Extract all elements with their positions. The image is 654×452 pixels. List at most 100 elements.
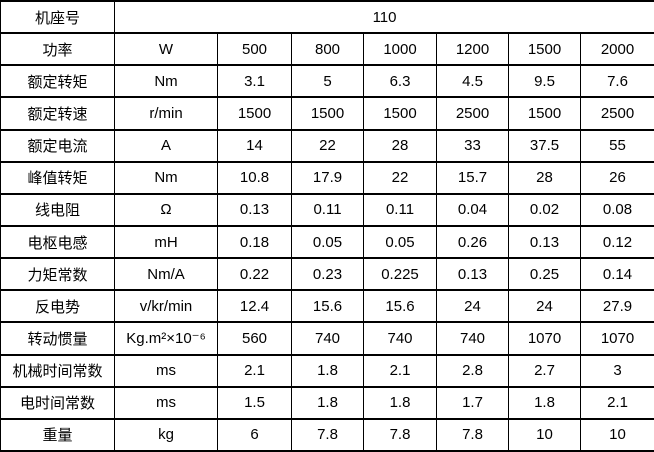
unit-cell: W	[114, 32, 218, 67]
row-label-rated-torque: 额定转矩	[0, 64, 115, 99]
value-cell: 800	[291, 32, 364, 67]
unit-cell: ms	[114, 353, 218, 388]
value-cell: 37.5	[508, 128, 581, 163]
table-row-line-resistance: 线电阻 Ω 0.13 0.11 0.11 0.04 0.02 0.08	[0, 192, 654, 227]
value-cell: 26	[579, 160, 654, 195]
frame-size-value: 110	[113, 0, 654, 35]
value-cell: 0.11	[363, 192, 437, 227]
row-label-rated-speed: 额定转速	[0, 96, 115, 131]
table-row-mechanical-time-constant: 机械时间常数 ms 2.1 1.8 2.1 2.8 2.7 3	[0, 353, 654, 388]
unit-cell: Ω	[114, 192, 218, 227]
value-cell: 740	[436, 321, 509, 356]
value-cell: 0.02	[508, 192, 581, 227]
row-label-line-resistance: 线电阻	[0, 192, 115, 227]
unit-cell: A	[114, 128, 218, 163]
value-cell: 2500	[579, 96, 654, 131]
value-cell: 2.1	[363, 353, 437, 388]
value-cell: 1200	[436, 32, 509, 67]
row-label-back-emf: 反电势	[0, 289, 115, 324]
value-cell: 0.04	[436, 192, 509, 227]
table-row-power: 功率 W 500 800 1000 1200 1500 2000	[0, 32, 654, 67]
value-cell: 7.8	[291, 417, 364, 452]
value-cell: 1.8	[508, 385, 581, 420]
value-cell: 1500	[508, 96, 581, 131]
value-cell: 2000	[579, 32, 654, 67]
value-cell: 1500	[363, 96, 437, 131]
value-cell: 2500	[436, 96, 509, 131]
row-label-rotor-inertia: 转动惯量	[0, 321, 115, 356]
table-row-armature-inductance: 电枢电感 mH 0.18 0.05 0.05 0.26 0.13 0.12	[0, 224, 654, 260]
value-cell: 1000	[363, 32, 437, 67]
value-cell: 24	[436, 289, 509, 324]
value-cell: 3	[579, 353, 654, 388]
unit-cell: mH	[114, 224, 218, 260]
table-row-rotor-inertia: 转动惯量 Kg.m²×10⁻⁶ 560 740 740 740 1070 107…	[0, 321, 654, 356]
table-row-rated-speed: 额定转速 r/min 1500 1500 1500 2500 1500 2500	[0, 96, 654, 131]
value-cell: 1500	[291, 96, 364, 131]
value-cell: 0.13	[217, 192, 292, 227]
unit-cell: Nm/A	[114, 257, 218, 292]
value-cell: 1500	[217, 96, 292, 131]
value-cell: 7.8	[436, 417, 509, 452]
value-cell: 0.18	[217, 224, 292, 260]
value-cell: 22	[291, 128, 364, 163]
value-cell: 0.05	[291, 224, 364, 260]
value-cell: 2.1	[579, 385, 654, 420]
value-cell: 0.12	[579, 224, 654, 260]
value-cell: 15.7	[436, 160, 509, 195]
table-row-electrical-time-constant: 电时间常数 ms 1.5 1.8 1.8 1.7 1.8 2.1	[0, 385, 654, 420]
value-cell: 0.13	[436, 257, 509, 292]
value-cell: 7.8	[363, 417, 437, 452]
row-label-torque-constant: 力矩常数	[0, 257, 115, 292]
value-cell: 9.5	[508, 64, 581, 99]
unit-cell: Nm	[114, 64, 218, 99]
value-cell: 740	[291, 321, 364, 356]
value-cell: 2.7	[508, 353, 581, 388]
value-cell: 1500	[508, 32, 581, 67]
table-row-rated-torque: 额定转矩 Nm 3.1 5 6.3 4.5 9.5 7.6	[0, 64, 654, 99]
row-label-weight: 重量	[0, 417, 115, 452]
table-row-torque-constant: 力矩常数 Nm/A 0.22 0.23 0.225 0.13 0.25 0.14	[0, 257, 654, 292]
row-label-frame-size: 机座号	[0, 0, 115, 35]
value-cell: 14	[217, 128, 292, 163]
value-cell: 1.5	[217, 385, 292, 420]
value-cell: 15.6	[363, 289, 437, 324]
row-label-electrical-time-constant: 电时间常数	[0, 385, 115, 420]
value-cell: 17.9	[291, 160, 364, 195]
row-label-armature-inductance: 电枢电感	[0, 224, 115, 260]
value-cell: 740	[363, 321, 437, 356]
value-cell: 0.05	[363, 224, 437, 260]
value-cell: 4.5	[436, 64, 509, 99]
value-cell: 500	[217, 32, 292, 67]
value-cell: 0.22	[217, 257, 292, 292]
row-label-peak-torque: 峰值转矩	[0, 160, 115, 195]
value-cell: 10	[579, 417, 654, 452]
table-row-peak-torque: 峰值转矩 Nm 10.8 17.9 22 15.7 28 26	[0, 160, 654, 195]
value-cell: 0.11	[291, 192, 364, 227]
value-cell: 0.08	[579, 192, 654, 227]
value-cell: 33	[436, 128, 509, 163]
value-cell: 12.4	[217, 289, 292, 324]
table-row-rated-current: 额定电流 A 14 22 28 33 37.5 55	[0, 128, 654, 163]
value-cell: 1070	[508, 321, 581, 356]
value-cell: 1.7	[436, 385, 509, 420]
unit-cell: ms	[114, 385, 218, 420]
value-cell: 24	[508, 289, 581, 324]
value-cell: 2.8	[436, 353, 509, 388]
value-cell: 7.6	[579, 64, 654, 99]
unit-cell: r/min	[114, 96, 218, 131]
value-cell: 0.25	[508, 257, 581, 292]
value-cell: 27.9	[579, 289, 654, 324]
unit-cell: kg	[114, 417, 218, 452]
value-cell: 2.1	[217, 353, 292, 388]
unit-cell: Kg.m²×10⁻⁶	[114, 321, 218, 356]
value-cell: 5	[291, 64, 364, 99]
value-cell: 1.8	[291, 385, 364, 420]
value-cell: 0.14	[579, 257, 654, 292]
value-cell: 6	[217, 417, 292, 452]
value-cell: 1070	[579, 321, 654, 356]
value-cell: 22	[363, 160, 437, 195]
unit-cell: Nm	[114, 160, 218, 195]
value-cell: 0.26	[436, 224, 509, 260]
